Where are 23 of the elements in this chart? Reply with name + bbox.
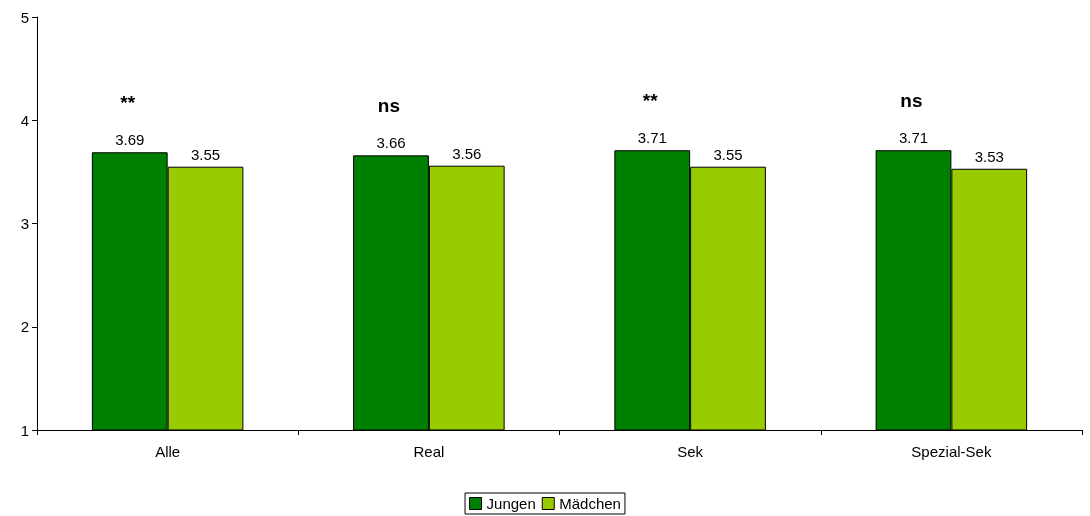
x-tick-label: Spezial-Sek [911, 443, 992, 460]
data-label: 3.55 [190, 145, 221, 163]
data-label: 3.71 [637, 129, 667, 147]
y-tick-label: 5 [20, 8, 29, 26]
data-label: 3.69 [115, 131, 145, 149]
legend-label: Jungen [486, 495, 536, 512]
y-tick-label: 1 [20, 421, 29, 439]
data-label: 3.66 [376, 134, 406, 152]
data-label: 3.56 [452, 144, 482, 162]
data-label: 3.53 [974, 147, 1004, 165]
data-label: 3.71 [898, 129, 929, 147]
data-label: 3.55 [713, 145, 743, 163]
x-tick-label: Alle [155, 443, 181, 460]
annotation: ** [642, 89, 659, 111]
x-tick-label: Real [413, 443, 445, 460]
annotation: ** [120, 91, 136, 113]
y-tick-label: 4 [20, 111, 29, 129]
y-tick-label: 3 [20, 215, 29, 232]
legend-label: Mädchen [559, 495, 621, 512]
x-tick-label: Sek [677, 443, 704, 460]
annotation: ns [900, 89, 923, 111]
annotation: ns [377, 94, 400, 116]
y-tick-label: 2 [20, 318, 29, 336]
